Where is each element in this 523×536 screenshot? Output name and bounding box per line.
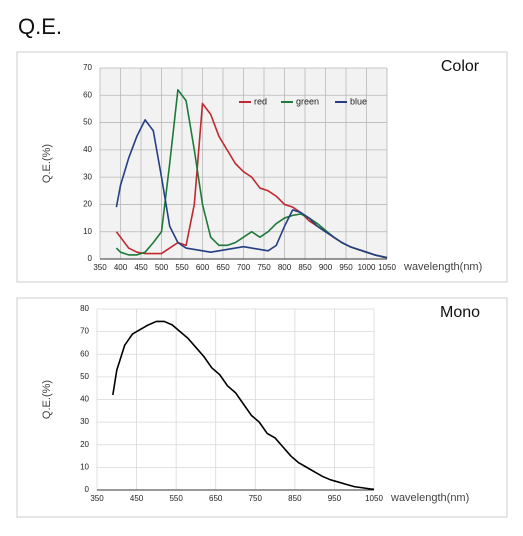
- y-tick-label: 20: [80, 440, 89, 449]
- x-tick-label: 850: [298, 263, 312, 272]
- x-tick-label: 700: [237, 263, 251, 272]
- y-tick-label: 50: [83, 118, 92, 127]
- y-tick-label: 0: [85, 485, 90, 494]
- x-axis-label: wavelength(nm): [403, 261, 482, 273]
- series-line: [112, 320, 375, 491]
- y-tick-label: 10: [83, 227, 92, 236]
- x-tick-label: 850: [288, 494, 302, 503]
- chart-title: Mono: [440, 304, 480, 321]
- x-tick-label: 650: [216, 263, 230, 272]
- y-tick-label: 70: [80, 327, 89, 336]
- x-tick-label: 350: [93, 263, 107, 272]
- x-tick-label: 750: [257, 263, 271, 272]
- y-tick-label: 30: [83, 172, 92, 181]
- chart-title: Color: [441, 58, 480, 75]
- x-tick-label: 400: [114, 263, 128, 272]
- x-tick-label: 550: [169, 494, 183, 503]
- x-tick-label: 900: [319, 263, 333, 272]
- page-title: Q.E.: [18, 14, 62, 39]
- series-line: [115, 119, 388, 259]
- y-tick-label: 60: [83, 90, 92, 99]
- y-tick-label: 70: [83, 63, 92, 72]
- y-tick-label: 40: [80, 395, 89, 404]
- legend-label: green: [296, 96, 319, 106]
- y-axis-label: Q.E.(%): [41, 144, 53, 183]
- x-tick-label: 1050: [378, 263, 396, 272]
- y-axis-label: Q.E.(%): [41, 380, 53, 419]
- y-tick-label: 50: [80, 372, 89, 381]
- y-tick-label: 0: [88, 254, 93, 263]
- x-tick-label: 500: [155, 263, 169, 272]
- y-tick-label: 80: [80, 304, 89, 313]
- x-tick-label: 1050: [365, 494, 383, 503]
- y-tick-label: 20: [83, 200, 92, 209]
- x-tick-label: 950: [339, 263, 353, 272]
- y-tick-label: 60: [80, 349, 89, 358]
- x-tick-label: 650: [209, 494, 223, 503]
- x-tick-label: 1000: [358, 263, 376, 272]
- x-tick-label: 750: [249, 494, 263, 503]
- x-tick-label: 550: [175, 263, 189, 272]
- y-tick-label: 40: [83, 145, 92, 154]
- legend-label: red: [254, 96, 267, 106]
- x-tick-label: 800: [278, 263, 292, 272]
- x-tick-label: 950: [328, 494, 342, 503]
- x-tick-label: 350: [90, 494, 104, 503]
- y-tick-label: 10: [80, 462, 89, 471]
- x-tick-label: 600: [196, 263, 210, 272]
- x-tick-label: 450: [130, 494, 144, 503]
- x-tick-label: 450: [134, 263, 148, 272]
- legend-label: blue: [350, 96, 367, 106]
- x-axis-label: wavelength(nm): [390, 492, 469, 504]
- y-tick-label: 30: [80, 417, 89, 426]
